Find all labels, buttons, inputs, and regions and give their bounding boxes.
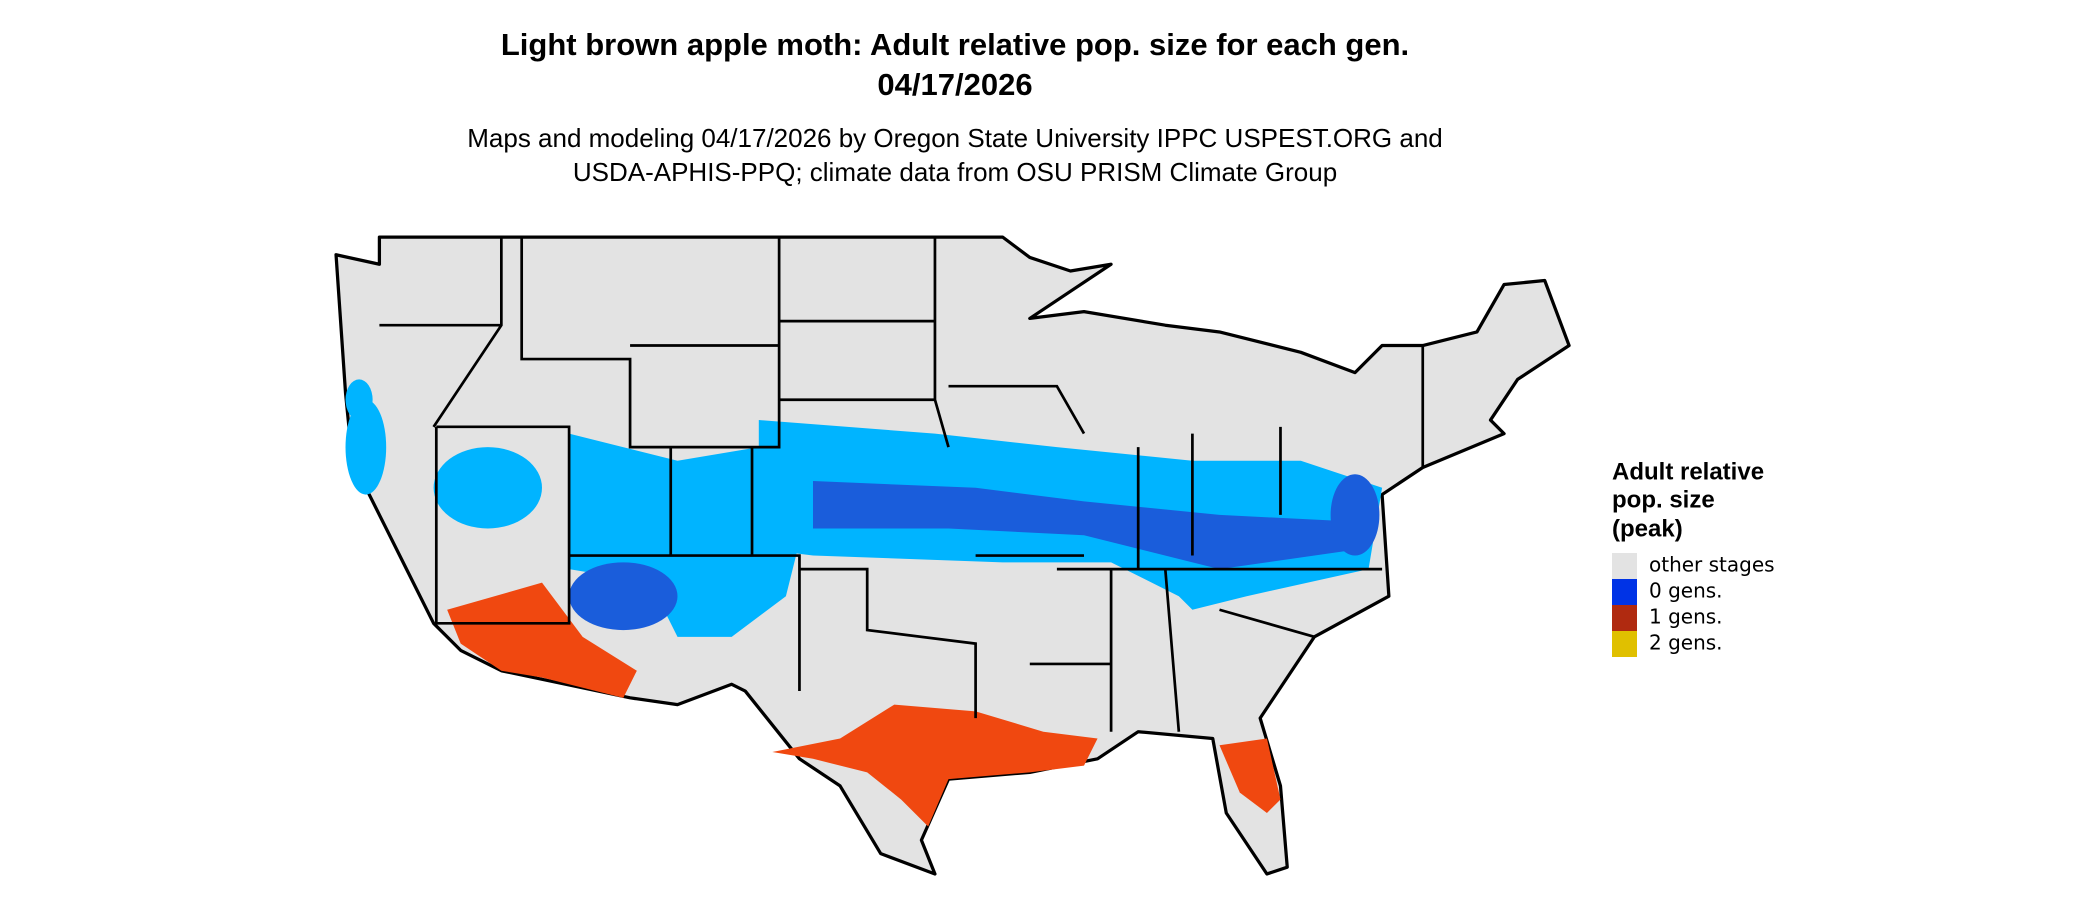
legend-swatch — [1612, 605, 1637, 631]
title: Light brown apple moth: Adult relative p… — [501, 27, 1409, 62]
legend-swatch — [1612, 631, 1637, 657]
legend-title: (peak) — [1612, 515, 1683, 542]
subtitle: USDA-APHIS-PPQ; climate data from OSU PR… — [573, 157, 1337, 187]
zone-orange — [447, 582, 1281, 827]
state-borders — [379, 237, 1425, 732]
legend-title: Adult relative — [1612, 458, 1764, 485]
title: 04/17/2026 — [877, 67, 1032, 102]
subtitle: Maps and modeling 04/17/2026 by Oregon S… — [467, 123, 1443, 153]
us-map — [334, 235, 1571, 876]
zone-dark-blue — [569, 474, 1380, 631]
legend-swatch — [1612, 553, 1637, 579]
legend-title: pop. size — [1612, 486, 1715, 513]
legend-swatch — [1612, 579, 1637, 605]
legend-label: 0 gens. — [1649, 579, 1723, 603]
legend-label: 1 gens. — [1649, 605, 1723, 629]
legend-label: 2 gens. — [1649, 631, 1723, 655]
legend-label: other stages — [1649, 553, 1775, 577]
